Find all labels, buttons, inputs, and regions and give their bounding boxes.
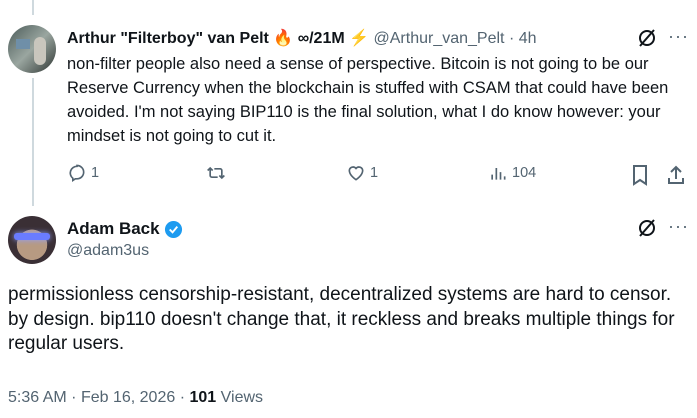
thread-line (32, 78, 34, 200)
more-icon[interactable]: ··· (668, 26, 689, 46)
like-button[interactable]: 1 (346, 163, 378, 183)
author-name[interactable]: Arthur "Filterboy" van Pelt (67, 30, 269, 47)
retweet-button[interactable] (206, 163, 226, 183)
share-icon[interactable] (666, 164, 686, 186)
main-text: permissionless censorship-resistant, dec… (8, 284, 675, 354)
main-header: Adam Back (67, 219, 183, 239)
retweet-icon (207, 166, 225, 180)
bookmark-icon[interactable] (630, 164, 650, 186)
reply-header: Arthur "Filterboy" van Pelt 🔥 ∞/21M ⚡ @A… (67, 30, 537, 47)
tweet-meta: 5:36 AM · Feb 16, 2026 · 101 Views (8, 389, 264, 406)
name-suffix: ∞/21M (297, 30, 345, 47)
views-button[interactable]: 104 (488, 163, 536, 183)
tweet-time[interactable]: 5:36 AM (8, 389, 67, 406)
views-count: 101 (189, 389, 217, 406)
author-handle[interactable]: @Arthur_van_Pelt (373, 30, 505, 47)
author-name[interactable]: Adam Back (67, 219, 160, 238)
analytics-icon (491, 168, 506, 180)
thread-line (32, 200, 34, 206)
tweet-date[interactable]: Feb 16, 2026 (80, 389, 176, 406)
thread-line (32, 0, 34, 15)
more-icon[interactable]: ··· (668, 216, 689, 236)
bolt-emoji: ⚡ (349, 30, 370, 47)
reply-icon (69, 164, 85, 183)
tweet-time[interactable]: 4h (518, 30, 537, 47)
fire-emoji: 🔥 (273, 30, 294, 47)
views-label: Views (220, 389, 264, 406)
heart-icon (348, 166, 364, 181)
verified-badge-icon (164, 220, 182, 238)
reply-button[interactable]: 1 (67, 163, 99, 183)
avatar[interactable] (8, 216, 56, 264)
reply-text: non-filter people also need a sense of p… (67, 55, 669, 145)
author-handle[interactable]: @adam3us (67, 242, 150, 259)
grok-icon[interactable] (636, 217, 658, 239)
grok-icon[interactable] (636, 27, 658, 49)
avatar[interactable] (8, 25, 56, 73)
